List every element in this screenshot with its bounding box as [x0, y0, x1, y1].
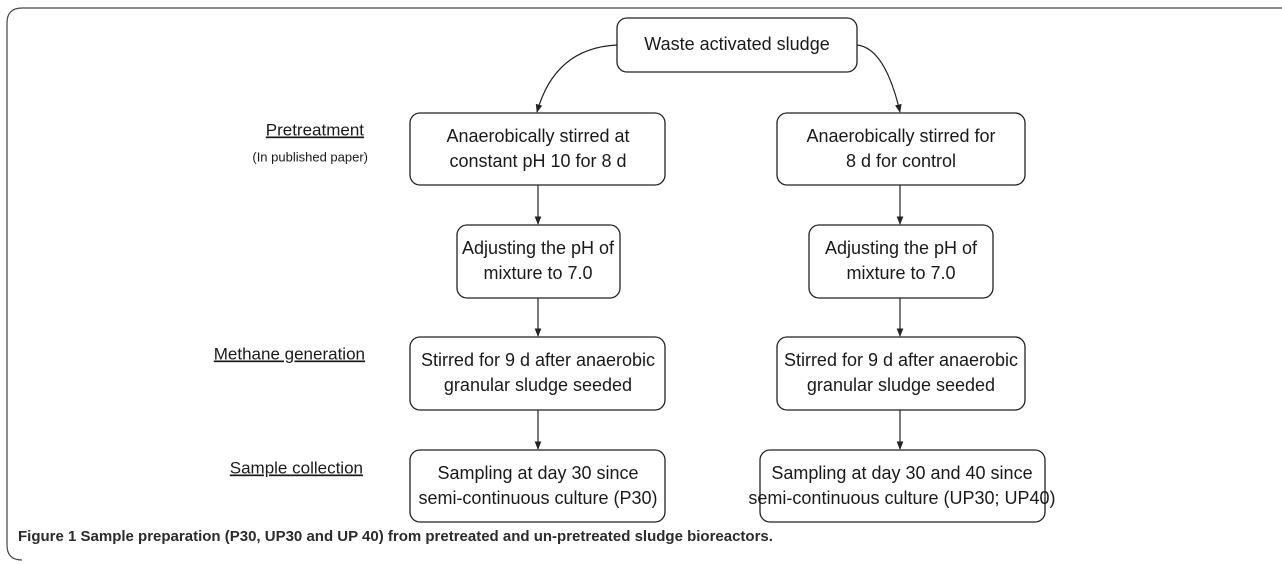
- node-text: Anaerobically stirred for: [806, 126, 995, 146]
- node-text: Sampling at day 30 and 40 since: [771, 463, 1032, 483]
- stage-label: Pretreatment: [266, 120, 365, 139]
- node-text: Adjusting the pH of: [825, 238, 978, 258]
- frame: [6, 7, 1282, 561]
- node-text: 8 d for control: [846, 151, 956, 171]
- node-text: Waste activated sludge: [644, 34, 829, 54]
- caption-text: Sample preparation (P30, UP30 and UP 40)…: [81, 528, 773, 545]
- caption: Figure 1 Sample preparation (P30, UP30 a…: [18, 528, 773, 545]
- node-box: [759, 449, 1046, 523]
- node-box: [409, 112, 666, 186]
- arrow: [856, 44, 902, 113]
- node-box: [456, 224, 621, 299]
- node-text: semi-continuous culture (P30): [418, 488, 657, 508]
- node-text: mixture to 7.0: [846, 263, 955, 283]
- node-text: Anaerobically stirred at: [446, 126, 629, 146]
- node-box: [808, 224, 994, 299]
- arrow: [535, 44, 618, 113]
- stage-label: Methane generation: [214, 344, 365, 363]
- node-box: [409, 449, 666, 523]
- caption-label: Figure 1: [18, 528, 76, 545]
- node-text: Adjusting the pH of: [462, 238, 615, 258]
- stage-label: Sample collection: [230, 458, 363, 477]
- node-text: mixture to 7.0: [483, 263, 592, 283]
- node-text: Stirred for 9 d after anaerobic: [784, 350, 1018, 370]
- node-text: granular sludge seeded: [807, 375, 995, 395]
- node-text: Sampling at day 30 since: [437, 463, 638, 483]
- node-text: granular sludge seeded: [444, 375, 632, 395]
- node-box: [776, 112, 1026, 186]
- stage-note: (In published paper): [252, 149, 368, 164]
- node-box: [409, 336, 666, 411]
- node-text: Stirred for 9 d after anaerobic: [421, 350, 655, 370]
- node-text: semi-continuous culture (UP30; UP40): [748, 488, 1055, 508]
- node-text: constant pH 10 for 8 d: [449, 151, 626, 171]
- node-box: [776, 336, 1026, 411]
